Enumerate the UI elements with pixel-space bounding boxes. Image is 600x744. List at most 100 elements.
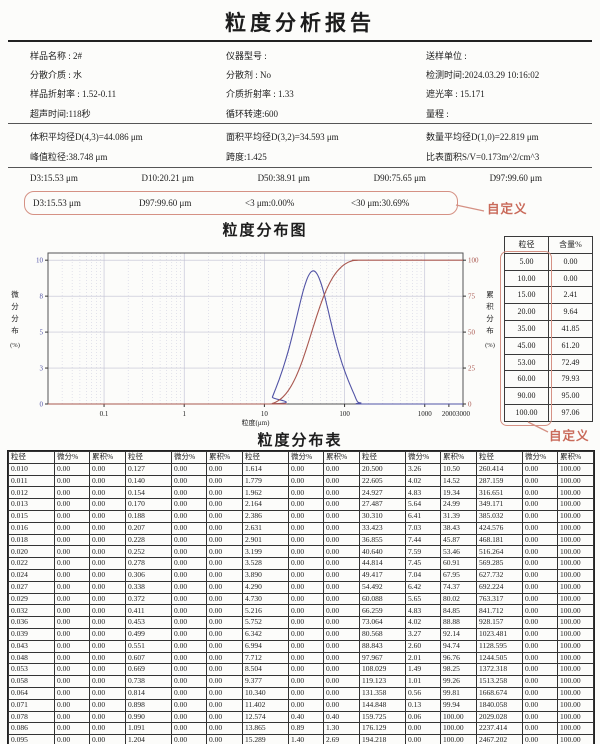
table-cell: 0.00 (288, 627, 324, 641)
table-cell: 5.216 (242, 604, 289, 618)
column-header: 累积% (323, 451, 360, 464)
table-cell: 79.93 (548, 370, 593, 389)
right-axis-tick-label: 100 (468, 257, 479, 265)
table-cell: 0.411 (125, 604, 172, 618)
table-cell: 100.00 (557, 663, 594, 677)
table-cell: 100.00 (557, 557, 594, 570)
table-cell: 0.00 (522, 651, 558, 665)
table-cell: 0.00 (288, 698, 324, 712)
table-cell: 0.00 (171, 710, 207, 724)
table-cell: 0.00 (54, 686, 90, 700)
table-cell: 9.64 (548, 303, 593, 321)
table-cell: 4.290 (242, 580, 289, 594)
table-cell: 1.614 (242, 462, 289, 476)
table-cell: 2.01 (405, 651, 441, 665)
table-cell: 0.278 (125, 557, 172, 570)
table-cell: 88.843 (359, 639, 406, 653)
table-cell: 0.00 (54, 474, 90, 488)
info-sample-name: 样品名称 : 2# (30, 51, 83, 61)
table-cell: 0.00 (89, 639, 126, 653)
table-cell: 100.00 (557, 698, 594, 712)
table-cell: 0.00 (54, 663, 90, 677)
table-cell: 1840.058 (476, 698, 523, 712)
table-cell: 0.00 (522, 639, 558, 653)
table-cell: 0.00 (522, 568, 558, 582)
table-cell: 100.00 (557, 486, 594, 500)
table-cell: 12.574 (242, 710, 289, 724)
table-cell: 0.048 (8, 651, 55, 665)
table-cell: 0.00 (206, 616, 243, 629)
table-cell: 0.022 (8, 557, 55, 570)
table-cell: 0.00 (522, 462, 558, 476)
table-cell: 0.00 (323, 686, 360, 700)
table-cell: 0.00 (54, 533, 90, 547)
table-cell: 0.00 (323, 604, 360, 618)
table-cell: 0.00 (288, 498, 324, 511)
table-cell: 0.00 (522, 533, 558, 547)
table-cell: 0.00 (323, 651, 360, 665)
right-axis-label: 累 (486, 290, 494, 299)
table-cell: 6.42 (405, 580, 441, 594)
table-row: 5.00 0.00 (504, 252, 593, 271)
table-cell: 54.492 (359, 580, 406, 594)
table-cell: 1.30 (323, 722, 360, 736)
table-cell: 0.00 (171, 663, 207, 677)
table-row: 0.020 0.00 0.00 0.252 0.00 0.00 3.199 0.00 0.00 4… (8, 545, 594, 559)
table-cell: 35.00 (504, 319, 549, 338)
table-cell: 5.64 (405, 498, 441, 511)
column-header: 含量% (548, 236, 593, 254)
table-cell: 0.00 (89, 651, 126, 665)
table-cell: 0.00 (288, 651, 324, 665)
table-cell: 0.018 (8, 533, 55, 547)
x-axis-tick-label: 1 (182, 410, 186, 418)
table-cell: 0.00 (54, 604, 90, 618)
table-cell: 0.00 (54, 675, 90, 688)
column-header: 微分% (288, 451, 324, 464)
table-cell: 0.00 (323, 509, 360, 523)
table-cell: 7.712 (242, 651, 289, 665)
table-cell: 0.00 (323, 545, 360, 559)
table-cell: 80.02 (440, 592, 477, 606)
column-header: 微分% (522, 451, 558, 464)
table-cell: 0.00 (54, 651, 90, 665)
table-cell: 763.317 (476, 592, 523, 606)
table-cell: 0.56 (405, 686, 441, 700)
table-cell: 1513.258 (476, 675, 523, 688)
distribution-data-table: 粒径 微分% 累积% 粒径 微分% 累积% 粒径 微分% 累积% 粒径 微分% 累积% 粒径 微分% 累积%… (7, 450, 595, 744)
table-cell: 0.00 (206, 533, 243, 547)
table-cell: 24.927 (359, 486, 406, 500)
table-cell: 0.00 (89, 627, 126, 641)
info-circulation-speed: 循环转速:600 (226, 108, 279, 119)
table-cell: 0.00 (323, 663, 360, 677)
summary-peak-size: 峰值粒径:38.748 μm (30, 151, 108, 162)
table-row: 0.011 0.00 0.00 0.140 0.00 0.00 1.779 0.00 0.00 2… (8, 474, 594, 488)
table-cell: 0.00 (405, 722, 441, 736)
table-cell: 0.898 (125, 698, 172, 712)
table-cell: 0.00 (288, 686, 324, 700)
right-axis-tick-label: 25 (468, 365, 476, 373)
left-axis-label: 分 (11, 302, 19, 311)
table-row: 0.010 0.00 0.00 0.127 0.00 0.00 1.614 0.00 0.00 2… (8, 462, 594, 476)
table-cell: 0.00 (288, 509, 324, 523)
right-axis-label: 积 (486, 301, 494, 311)
x-axis-tick-label: 3000 (456, 410, 471, 418)
table-cell: 0.00 (522, 698, 558, 712)
table-cell: 0.00 (522, 474, 558, 488)
table-cell: 2.60 (405, 639, 441, 653)
table-cell: 8.504 (242, 663, 289, 677)
right-axis-label: 布 (486, 325, 494, 335)
table-cell: 98.25 (440, 663, 477, 677)
table-cell: 0.00 (323, 698, 360, 712)
table-cell: 0.00 (323, 616, 360, 629)
table-cell: 44.814 (359, 557, 406, 570)
table-cell: 3.890 (242, 568, 289, 582)
table-cell: 1372.318 (476, 663, 523, 677)
table-row: 90.00 95.00 (504, 387, 593, 405)
table-cell: 0.00 (54, 616, 90, 629)
table-cell: 0.00 (89, 710, 126, 724)
column-header: 微分% (54, 451, 90, 464)
right-axis-label: (%) (485, 342, 495, 349)
table-cell: 0.00 (206, 474, 243, 488)
table-cell: 0.011 (8, 474, 55, 488)
table-cell: 516.264 (476, 545, 523, 559)
